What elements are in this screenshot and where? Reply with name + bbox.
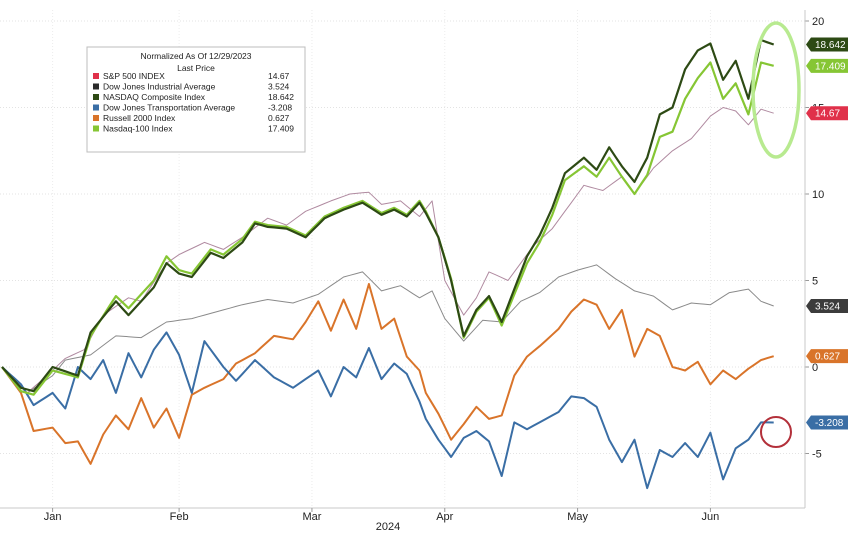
legend-series-value: 0.627: [268, 113, 290, 123]
legend-series-name: Nasdaq-100 Index: [103, 124, 173, 134]
end-label-box: [806, 58, 848, 73]
x-tick-label: Feb: [170, 511, 189, 523]
end-label-value: -3.208: [815, 418, 844, 429]
legend-swatch: [93, 115, 99, 121]
end-label-0: 14.67: [806, 106, 848, 121]
x-tick-label: Mar: [302, 511, 321, 523]
series-line-2: [1, 38, 775, 393]
end-label-value: 14.67: [815, 109, 840, 120]
end-label-box: [806, 415, 848, 430]
y-tick-label: -5: [812, 449, 822, 461]
legend-series-value: 17.409: [268, 124, 294, 134]
y-tick-label: 0: [812, 362, 818, 374]
x-tick-label: May: [567, 511, 588, 523]
end-label-3: -3.208: [806, 415, 848, 430]
x-tick-label: Jan: [44, 511, 62, 523]
legend-item: Dow Jones Industrial Average 3.524: [93, 82, 290, 92]
legend-item: Russell 2000 Index 0.627: [93, 113, 290, 123]
legend-item: Nasdaq-100 Index 17.409: [93, 124, 294, 134]
legend-swatch: [93, 73, 99, 79]
series-line-5: [1, 61, 774, 396]
x-tick-label: Jun: [702, 511, 720, 523]
legend-series-name: NASDAQ Composite Index: [103, 92, 206, 102]
y-tick-label: 20: [812, 16, 824, 28]
annotations: [751, 21, 801, 448]
legend-series-name: Dow Jones Industrial Average: [103, 82, 216, 92]
end-label-value: 17.409: [815, 61, 846, 72]
legend-series-name: S&P 500 INDEX: [103, 71, 165, 81]
end-label-4: 0.627: [806, 349, 848, 364]
highlight-circle: [760, 416, 792, 448]
legend-swatch: [93, 83, 99, 90]
x-axis-title: 2024: [376, 521, 400, 533]
series-line-4: [1, 283, 774, 465]
legend-series-value: 14.67: [268, 71, 290, 81]
legend-swatch: [93, 94, 99, 100]
end-label-value: 3.524: [815, 302, 840, 313]
end-label-1: 3.524: [806, 299, 848, 314]
end-label-box: [806, 106, 848, 121]
series-line-3: [1, 331, 774, 490]
legend-series-value: 3.524: [268, 82, 290, 92]
legend-series-value: 18.642: [268, 92, 294, 102]
legend-box: [86, 46, 306, 153]
series-lines: [1, 38, 775, 490]
series-line-1: [1, 264, 774, 394]
end-label-value: 0.627: [815, 352, 840, 363]
x-tick-label: Apr: [436, 511, 453, 523]
x-axis: Jan Feb Mar Apr May Jun: [0, 507, 805, 523]
end-labels: 14.67 3.524 18.642 -3.208 0.627 17.409: [806, 37, 848, 430]
end-label-box: [806, 299, 848, 314]
end-label-2: 18.642: [806, 37, 848, 52]
highlight-ellipse: [751, 21, 801, 159]
end-label-5: 17.409: [806, 58, 848, 73]
y-axis: -505101520: [804, 10, 824, 508]
legend-item: Dow Jones Transportation Average -3.208: [93, 103, 292, 113]
y-tick-label: 5: [812, 276, 818, 288]
legend-swatch: [93, 125, 99, 132]
legend-item: S&P 500 INDEX 14.67: [93, 71, 290, 81]
end-label-value: 18.642: [815, 40, 846, 51]
legend-header-line2: Last Price: [177, 63, 215, 73]
legend-series-name: Russell 2000 Index: [103, 113, 176, 123]
end-label-box: [806, 37, 848, 52]
y-tick-label: 10: [812, 189, 824, 201]
legend-series-name: Dow Jones Transportation Average: [103, 103, 235, 113]
legend-swatch: [93, 104, 99, 111]
end-label-box: [806, 349, 848, 364]
legend-item: NASDAQ Composite Index 18.642: [93, 92, 294, 102]
legend-series-value: -3.208: [268, 103, 292, 113]
legend-header-line1: Normalized As Of 12/29/2023: [140, 51, 251, 61]
legend: Normalized As Of 12/29/2023 Last Price S…: [86, 46, 306, 153]
